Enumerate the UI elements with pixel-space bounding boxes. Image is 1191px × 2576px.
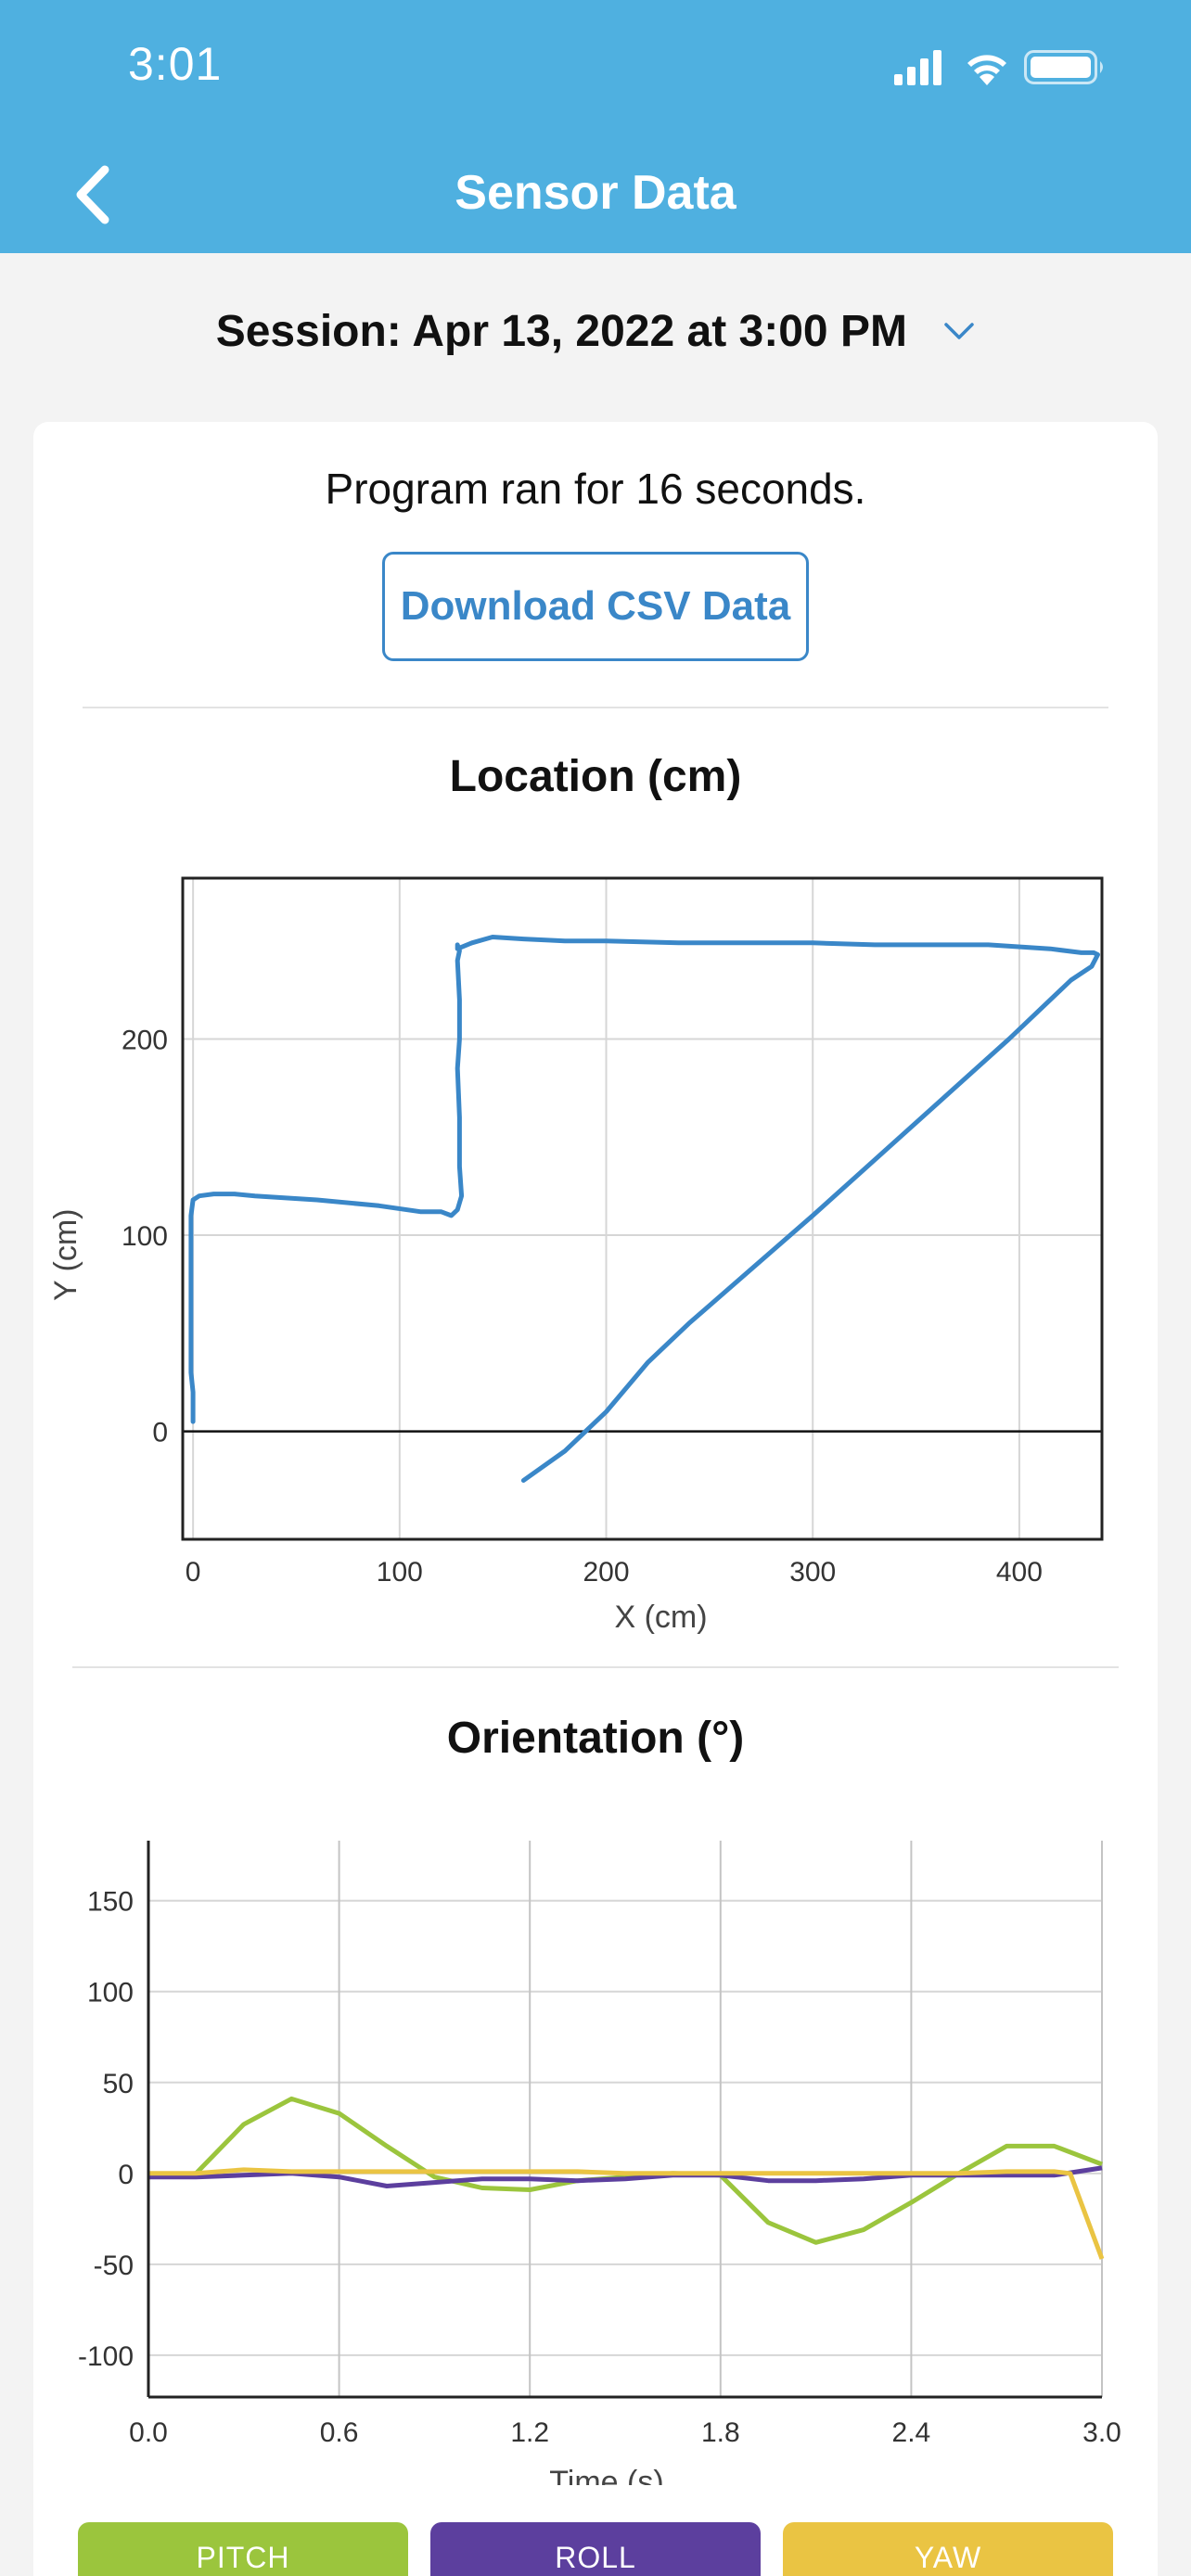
- legend-pitch-button[interactable]: PITCH: [78, 2522, 408, 2576]
- location-chart-title: Location (cm): [449, 752, 742, 801]
- x-tick-label: 1.2: [510, 2417, 549, 2448]
- wifi-icon: [967, 55, 1006, 85]
- session-label: Session: Apr 13, 2022 at 3:00 PM: [215, 307, 907, 356]
- chevron-left-icon: [76, 165, 109, 224]
- orientation-chart: 0.0 0.6 1.2 1.8 2.4 3.0 150 100 50 0 -50 -100 Time…: [78, 1841, 1121, 2485]
- battery-icon: [1024, 50, 1103, 84]
- y-tick-label: 0: [118, 2160, 134, 2190]
- status-time: 3:01: [128, 38, 223, 90]
- divider: [83, 707, 1108, 708]
- x-tick-label: 200: [583, 1557, 629, 1588]
- page-title: Sensor Data: [455, 166, 736, 220]
- yaw-series-line: [148, 2167, 1105, 2260]
- y-tick-label: -100: [78, 2341, 134, 2372]
- y-tick-label: 200: [122, 1025, 168, 1055]
- x-tick-label: 100: [377, 1557, 423, 1588]
- location-chart: 0 100 200 300 400 0 100 200 X (cm) Y (cm): [48, 876, 1104, 1635]
- y-tick-label: 0: [152, 1418, 168, 1448]
- back-button[interactable]: [59, 158, 124, 232]
- x-tick-label: 300: [789, 1557, 836, 1588]
- x-tick-label: 0: [186, 1557, 201, 1588]
- download-csv-button[interactable]: Download CSV Data: [382, 552, 809, 661]
- y-tick-label: 100: [122, 1221, 168, 1252]
- y-tick-label: 150: [87, 1887, 134, 1918]
- sensor-card: Program ran for 16 seconds. Download CSV…: [33, 422, 1158, 2576]
- status-icons: [894, 50, 1103, 85]
- y-tick-label: 50: [103, 2069, 134, 2099]
- x-tick-label: 3.0: [1082, 2417, 1121, 2448]
- session-selector[interactable]: Session: Apr 13, 2022 at 3:00 PM: [0, 306, 1191, 357]
- chevron-down-icon: [944, 323, 975, 340]
- x-tick-label: 400: [996, 1557, 1043, 1588]
- x-tick-label: 0.6: [320, 2417, 359, 2448]
- x-tick-label: 1.8: [701, 2417, 740, 2448]
- x-tick-label: 0.0: [129, 2417, 168, 2448]
- run-summary: Program ran for 16 seconds.: [325, 465, 866, 513]
- y-tick-label: 100: [87, 1978, 134, 2009]
- divider: [72, 1666, 1119, 1668]
- signal-icon: [894, 50, 941, 85]
- legend-yaw-button[interactable]: YAW: [783, 2522, 1113, 2576]
- time-axis-label: Time (s): [549, 2465, 663, 2485]
- x-tick-label: 2.4: [892, 2417, 931, 2448]
- location-path-line: [188, 935, 1100, 1483]
- x-axis-label: X (cm): [614, 1600, 707, 1635]
- app-header: 3:01 Sensor Data: [0, 0, 1191, 253]
- legend-roll-button[interactable]: ROLL: [430, 2522, 761, 2576]
- orientation-chart-title: Orientation (°): [446, 1714, 745, 1763]
- y-axis-label: Y (cm): [48, 1208, 83, 1300]
- y-tick-label: -50: [94, 2251, 134, 2281]
